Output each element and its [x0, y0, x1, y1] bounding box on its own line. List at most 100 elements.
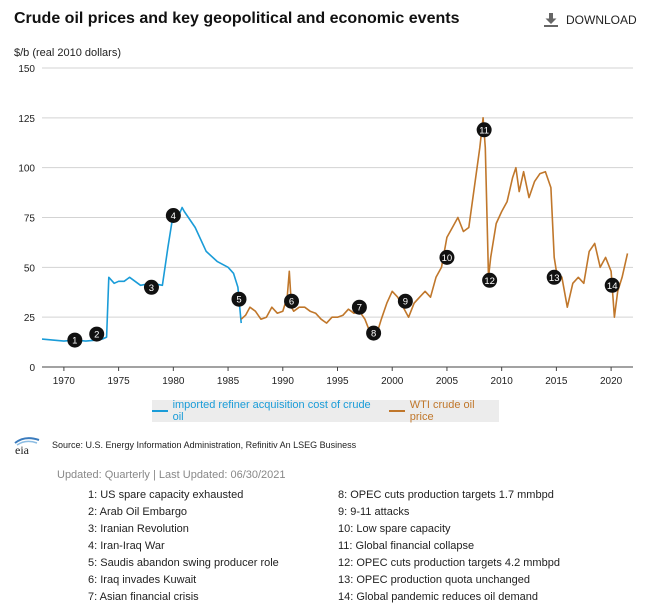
event-item: 8: OPEC cuts production targets 1.7 mmbp…: [338, 489, 554, 501]
event-marker: 12: [482, 272, 498, 288]
event-marker-label: 14: [607, 281, 618, 292]
download-button[interactable]: DOWNLOAD: [544, 13, 637, 27]
event-item: 10: Low spare capacity: [338, 523, 451, 535]
event-marker-label: 9: [403, 297, 408, 308]
event-marker: 6: [284, 293, 300, 309]
download-label: DOWNLOAD: [566, 13, 637, 27]
legend-label-wti: WTI crude oil price: [409, 399, 475, 423]
event-item: 12: OPEC cuts production targets 4.2 mmb…: [338, 557, 560, 569]
events-list-left: 1: US spare capacity exhausted 2: Arab O…: [88, 487, 279, 606]
legend-item-refiner[interactable]: imported refiner acquisition cost of cru…: [152, 399, 379, 423]
events-list-right: 8: OPEC cuts production targets 1.7 mmbp…: [338, 487, 560, 606]
x-tick-label: 2005: [436, 376, 459, 387]
event-marker-label: 7: [357, 303, 362, 314]
series-line-wti: [240, 117, 629, 338]
event-marker-label: 10: [442, 253, 453, 264]
event-marker-circle: [89, 326, 105, 342]
event-marker: 2: [89, 326, 105, 342]
event-marker-label: 13: [549, 273, 560, 284]
event-item: 5: Saudis abandon swing producer role: [88, 557, 279, 569]
event-marker: 3: [143, 279, 159, 295]
source-row: eia Source: U.S. Energy Information Admi…: [12, 434, 356, 456]
price-chart: $/b (real 2010 dollars) 0255075100125150…: [14, 47, 633, 387]
y-axis-label: $/b (real 2010 dollars): [14, 47, 121, 59]
event-marker: 10: [439, 249, 455, 265]
event-marker-circle: [366, 325, 382, 341]
event-marker-circle: [397, 293, 413, 309]
event-marker-circle: [546, 269, 562, 285]
event-marker: 4: [165, 208, 181, 224]
event-marker: 5: [231, 291, 247, 307]
event-item: 13: OPEC production quota unchanged: [338, 574, 531, 586]
event-marker-label: 11: [479, 125, 489, 136]
event-item: 3: Iranian Revolution: [88, 523, 189, 535]
event-marker-label: 5: [236, 295, 241, 306]
event-item: 7: Asian financial crisis: [88, 591, 199, 603]
event-item: 2: Arab Oil Embargo: [88, 506, 188, 518]
source-text: Source: U.S. Energy Information Administ…: [52, 440, 357, 450]
event-marker: 11: [476, 122, 492, 138]
eia-logo-icon: eia: [14, 437, 40, 456]
y-tick-label: 0: [29, 363, 35, 374]
x-tick-label: 1970: [53, 376, 76, 387]
event-marker-circle: [67, 332, 83, 348]
chart-title: Crude oil prices and key geopolitical an…: [14, 10, 460, 27]
x-ticks: 1970 1975 1980 1985 1990 1995 2000 2005 2010 2015…: [53, 367, 623, 387]
x-tick-label: 2020: [600, 376, 623, 387]
event-marker-label: 2: [94, 330, 99, 341]
event-marker-circle: [351, 299, 367, 315]
x-tick-label: 1990: [272, 376, 295, 387]
event-marker: 9: [397, 293, 413, 309]
event-item: 4: Iran-Iraq War: [88, 540, 165, 552]
event-item: 14: Global pandemic reduces oil demand: [338, 591, 538, 603]
event-marker-circle: [165, 208, 181, 224]
download-icon: [544, 13, 558, 27]
x-tick-label: 1980: [162, 376, 185, 387]
y-tick-label: 150: [18, 64, 35, 75]
legend-label-refiner: imported refiner acquisition cost of cru…: [172, 399, 371, 423]
x-tick-label: 1995: [326, 376, 349, 387]
event-item: 1: US spare capacity exhausted: [88, 489, 244, 501]
event-marker-label: 6: [289, 297, 294, 308]
event-marker: 8: [366, 325, 382, 341]
event-marker-circle: [143, 279, 159, 295]
x-tick-label: 2000: [381, 376, 404, 387]
y-tick-labels: 0 25 50 75 100 125 150: [18, 64, 35, 374]
x-tick-label: 2010: [491, 376, 514, 387]
event-marker-label: 1: [72, 336, 77, 347]
event-item: 6: Iraq invades Kuwait: [88, 574, 197, 586]
series-line-refiner: [41, 206, 242, 342]
y-tick-label: 25: [24, 313, 36, 324]
updated-text: Updated: Quarterly | Last Updated: 06/30…: [57, 469, 286, 481]
event-item: 9: 9-11 attacks: [338, 506, 410, 518]
event-marker: 7: [351, 299, 367, 315]
legend-swatch-wti: [389, 410, 405, 412]
y-tick-label: 75: [24, 214, 36, 225]
event-marker-label: 8: [371, 329, 376, 340]
event-marker-label: 4: [171, 211, 176, 222]
event-marker-label: 3: [149, 283, 154, 294]
event-item: 11: Global financial collapse: [338, 540, 475, 552]
event-marker-circle: [439, 249, 455, 265]
event-marker-circle: [231, 291, 247, 307]
event-marker-circle: [482, 272, 498, 288]
event-marker-label: 12: [484, 276, 495, 287]
legend-item-wti[interactable]: WTI crude oil price: [389, 399, 499, 423]
series-lines: [41, 117, 629, 342]
y-tick-label: 125: [18, 114, 35, 125]
x-tick-label: 2015: [545, 376, 568, 387]
eia-logo-text: eia: [15, 443, 30, 456]
event-marker: 13: [546, 269, 562, 285]
x-tick-label: 1985: [217, 376, 240, 387]
event-marker-circle: [604, 277, 620, 293]
x-tick-label: 1975: [107, 376, 130, 387]
grid-lines: [42, 67, 633, 368]
event-marker: 1: [67, 332, 83, 348]
event-marker-circle: [476, 122, 492, 138]
legend-swatch-refiner: [152, 410, 168, 412]
legend: imported refiner acquisition cost of cru…: [152, 399, 499, 423]
y-tick-label: 50: [24, 263, 36, 274]
event-marker: 14: [604, 277, 620, 293]
y-tick-label: 100: [18, 164, 35, 175]
